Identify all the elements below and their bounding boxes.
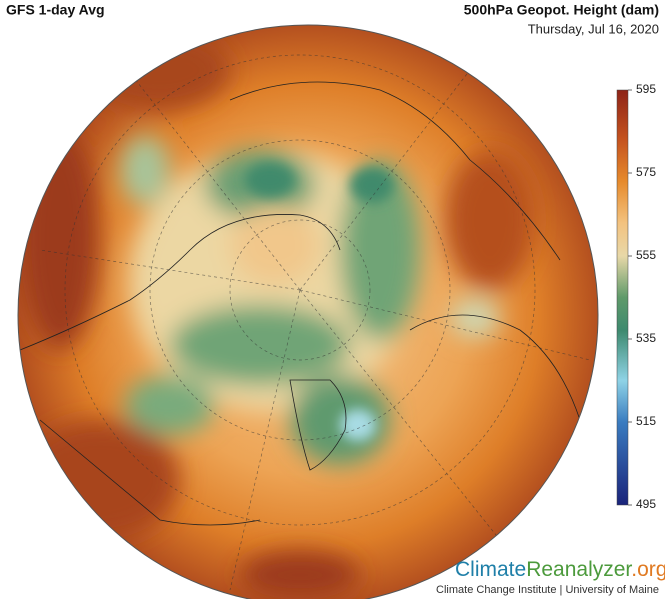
- colorbar-tick-label: 595: [636, 82, 656, 96]
- colorbar-tick-label: 535: [636, 331, 656, 345]
- low: [340, 409, 376, 441]
- ridge: [20, 420, 180, 540]
- colorbar-tick-label: 495: [636, 497, 656, 511]
- logo-part: .org: [631, 558, 665, 581]
- logo: ClimateReanalyzer.org: [455, 558, 665, 581]
- ridge: [240, 550, 360, 599]
- coastlines: [19, 81, 581, 526]
- colorbar-tick-label: 515: [636, 414, 656, 428]
- date-label: Thursday, Jul 16, 2020: [528, 21, 659, 36]
- low: [350, 167, 394, 203]
- colorbar: 595 575 555 535 515 495: [616, 82, 656, 511]
- colorbar-tick-label: 555: [636, 248, 656, 262]
- trough: [450, 298, 500, 338]
- logo-part: Climate: [455, 558, 526, 581]
- ridge: [20, 130, 100, 350]
- trough: [290, 375, 390, 465]
- globe-outline: [17, 24, 599, 599]
- trough: [170, 305, 350, 385]
- globe: [18, 25, 598, 599]
- colorbar-scale: [616, 89, 629, 506]
- ridge: [445, 150, 535, 290]
- trough: [340, 160, 420, 340]
- logo-part: Reanalyzer: [526, 558, 632, 581]
- low: [245, 162, 295, 198]
- colorbar-tick-label: 575: [636, 165, 656, 179]
- graticule: [39, 54, 591, 591]
- trough: [120, 135, 170, 205]
- map-title: GFS 1-day Avg: [6, 2, 105, 18]
- ridge: [230, 205, 320, 285]
- trough: [125, 375, 215, 435]
- credit: Climate Change Institute | University of…: [436, 584, 659, 596]
- height-field-core: [245, 162, 394, 441]
- variable-title: 500hPa Geopot. Height (dam): [464, 2, 659, 18]
